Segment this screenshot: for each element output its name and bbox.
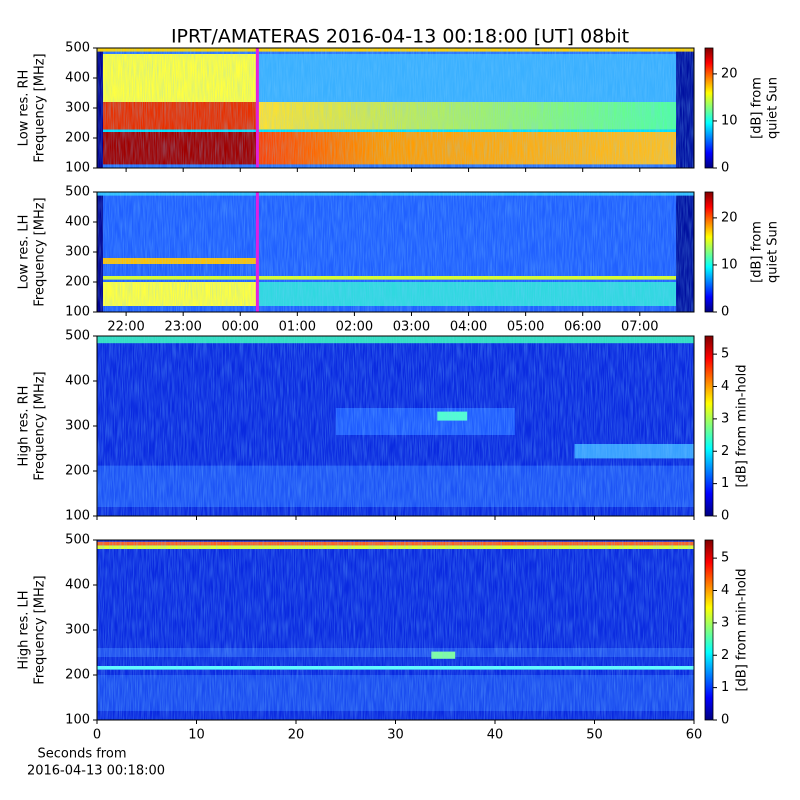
y-axis-label: Frequency [MHz] (33, 53, 48, 162)
colorbar-tick-label: 0 (721, 305, 729, 320)
y-tick-label: 100 (65, 161, 90, 176)
spectrogram-noise (97, 192, 694, 312)
x-tick-label: 00:00 (222, 320, 259, 335)
colorbar (704, 335, 714, 517)
colorbar-tick-label: 5 (721, 551, 729, 566)
colorbar-tick-label: 1 (721, 680, 729, 695)
y-tick-label: 500 (65, 41, 90, 56)
y-axis-label: Low res. RH (17, 70, 32, 147)
spectrogram (97, 192, 694, 312)
colorbar-tick-label: 10 (721, 113, 738, 128)
x-axis-label: 2016-04-13 00:18:00 (27, 764, 165, 779)
y-tick-label: 200 (65, 464, 90, 479)
y-tick-label: 200 (65, 275, 90, 290)
colorbar-tick-label: 0 (721, 713, 729, 728)
x-tick-label: 0 (93, 728, 101, 743)
x-tick-label: 02:00 (336, 320, 373, 335)
spectrogram-noise (97, 540, 694, 720)
y-tick-label: 400 (65, 578, 90, 593)
colorbar-tick-label: 2 (721, 648, 729, 663)
x-tick-label: 01:00 (279, 320, 316, 335)
colorbar-tick-label: 20 (721, 210, 738, 225)
colorbar-tick-label: 10 (721, 257, 738, 272)
y-axis-label: Low res. LH (17, 215, 32, 290)
colorbar-label: [dB] from min-hold (735, 364, 750, 487)
x-tick-label: 22:00 (107, 320, 144, 335)
y-axis-label: High res. RH (17, 386, 32, 467)
x-tick-label: 10 (188, 728, 205, 743)
colorbar-tick-label: 4 (721, 583, 729, 598)
y-axis-label: High res. LH (17, 590, 32, 669)
colorbar-label: [dB] from min-hold (735, 568, 750, 691)
x-tick-label: 04:00 (450, 320, 487, 335)
spectrogram-noise (97, 336, 694, 516)
colorbar-tick-label: 2 (721, 444, 729, 459)
y-tick-label: 300 (65, 419, 90, 434)
x-tick-label: 60 (686, 728, 703, 743)
y-tick-label: 100 (65, 509, 90, 524)
y-tick-label: 300 (65, 245, 90, 260)
y-tick-label: 200 (65, 131, 90, 146)
colorbar-tick-label: 4 (721, 379, 729, 394)
y-tick-label: 300 (65, 623, 90, 638)
colorbar-label: [dB] from (750, 77, 765, 139)
colorbar-label: quiet Sun (766, 77, 781, 139)
spectrogram-noise (97, 48, 694, 168)
y-tick-label: 300 (65, 101, 90, 116)
colorbar (704, 539, 714, 721)
colorbar-label: quiet Sun (766, 221, 781, 283)
y-axis-label: Frequency [MHz] (33, 371, 48, 480)
colorbar (704, 191, 714, 313)
x-tick-label: 20 (288, 728, 305, 743)
chart-title: IPRT/AMATERAS 2016-04-13 00:18:00 [UT] 0… (171, 26, 629, 48)
x-tick-label: 50 (586, 728, 603, 743)
y-tick-label: 400 (65, 71, 90, 86)
spectrogram (97, 336, 694, 516)
colorbar-label: [dB] from (750, 221, 765, 283)
y-axis-label: Frequency [MHz] (33, 575, 48, 684)
colorbar (704, 47, 714, 169)
colorbar-tick-label: 3 (721, 411, 729, 426)
x-tick-label: 30 (387, 728, 404, 743)
colorbar-tick-label: 5 (721, 347, 729, 362)
x-tick-label: 03:00 (393, 320, 430, 335)
y-tick-label: 400 (65, 374, 90, 389)
y-tick-label: 500 (65, 329, 90, 344)
y-tick-label: 500 (65, 533, 90, 548)
x-tick-label: 07:00 (621, 320, 658, 335)
spectrogram (97, 540, 694, 720)
x-tick-label: 40 (487, 728, 504, 743)
spectrogram (97, 48, 694, 168)
y-tick-label: 400 (65, 215, 90, 230)
colorbar-tick-label: 1 (721, 476, 729, 491)
x-tick-label: 23:00 (164, 320, 201, 335)
colorbar-tick-label: 0 (721, 509, 729, 524)
y-tick-label: 100 (65, 713, 90, 728)
y-tick-label: 500 (65, 185, 90, 200)
x-axis-label: Seconds from (37, 747, 126, 762)
y-axis-label: Frequency [MHz] (33, 197, 48, 306)
y-tick-label: 100 (65, 305, 90, 320)
colorbar-tick-label: 3 (721, 615, 729, 630)
colorbar-tick-label: 20 (721, 66, 738, 81)
y-tick-label: 200 (65, 668, 90, 683)
x-tick-label: 06:00 (564, 320, 601, 335)
colorbar-tick-label: 0 (721, 161, 729, 176)
x-tick-label: 05:00 (507, 320, 544, 335)
